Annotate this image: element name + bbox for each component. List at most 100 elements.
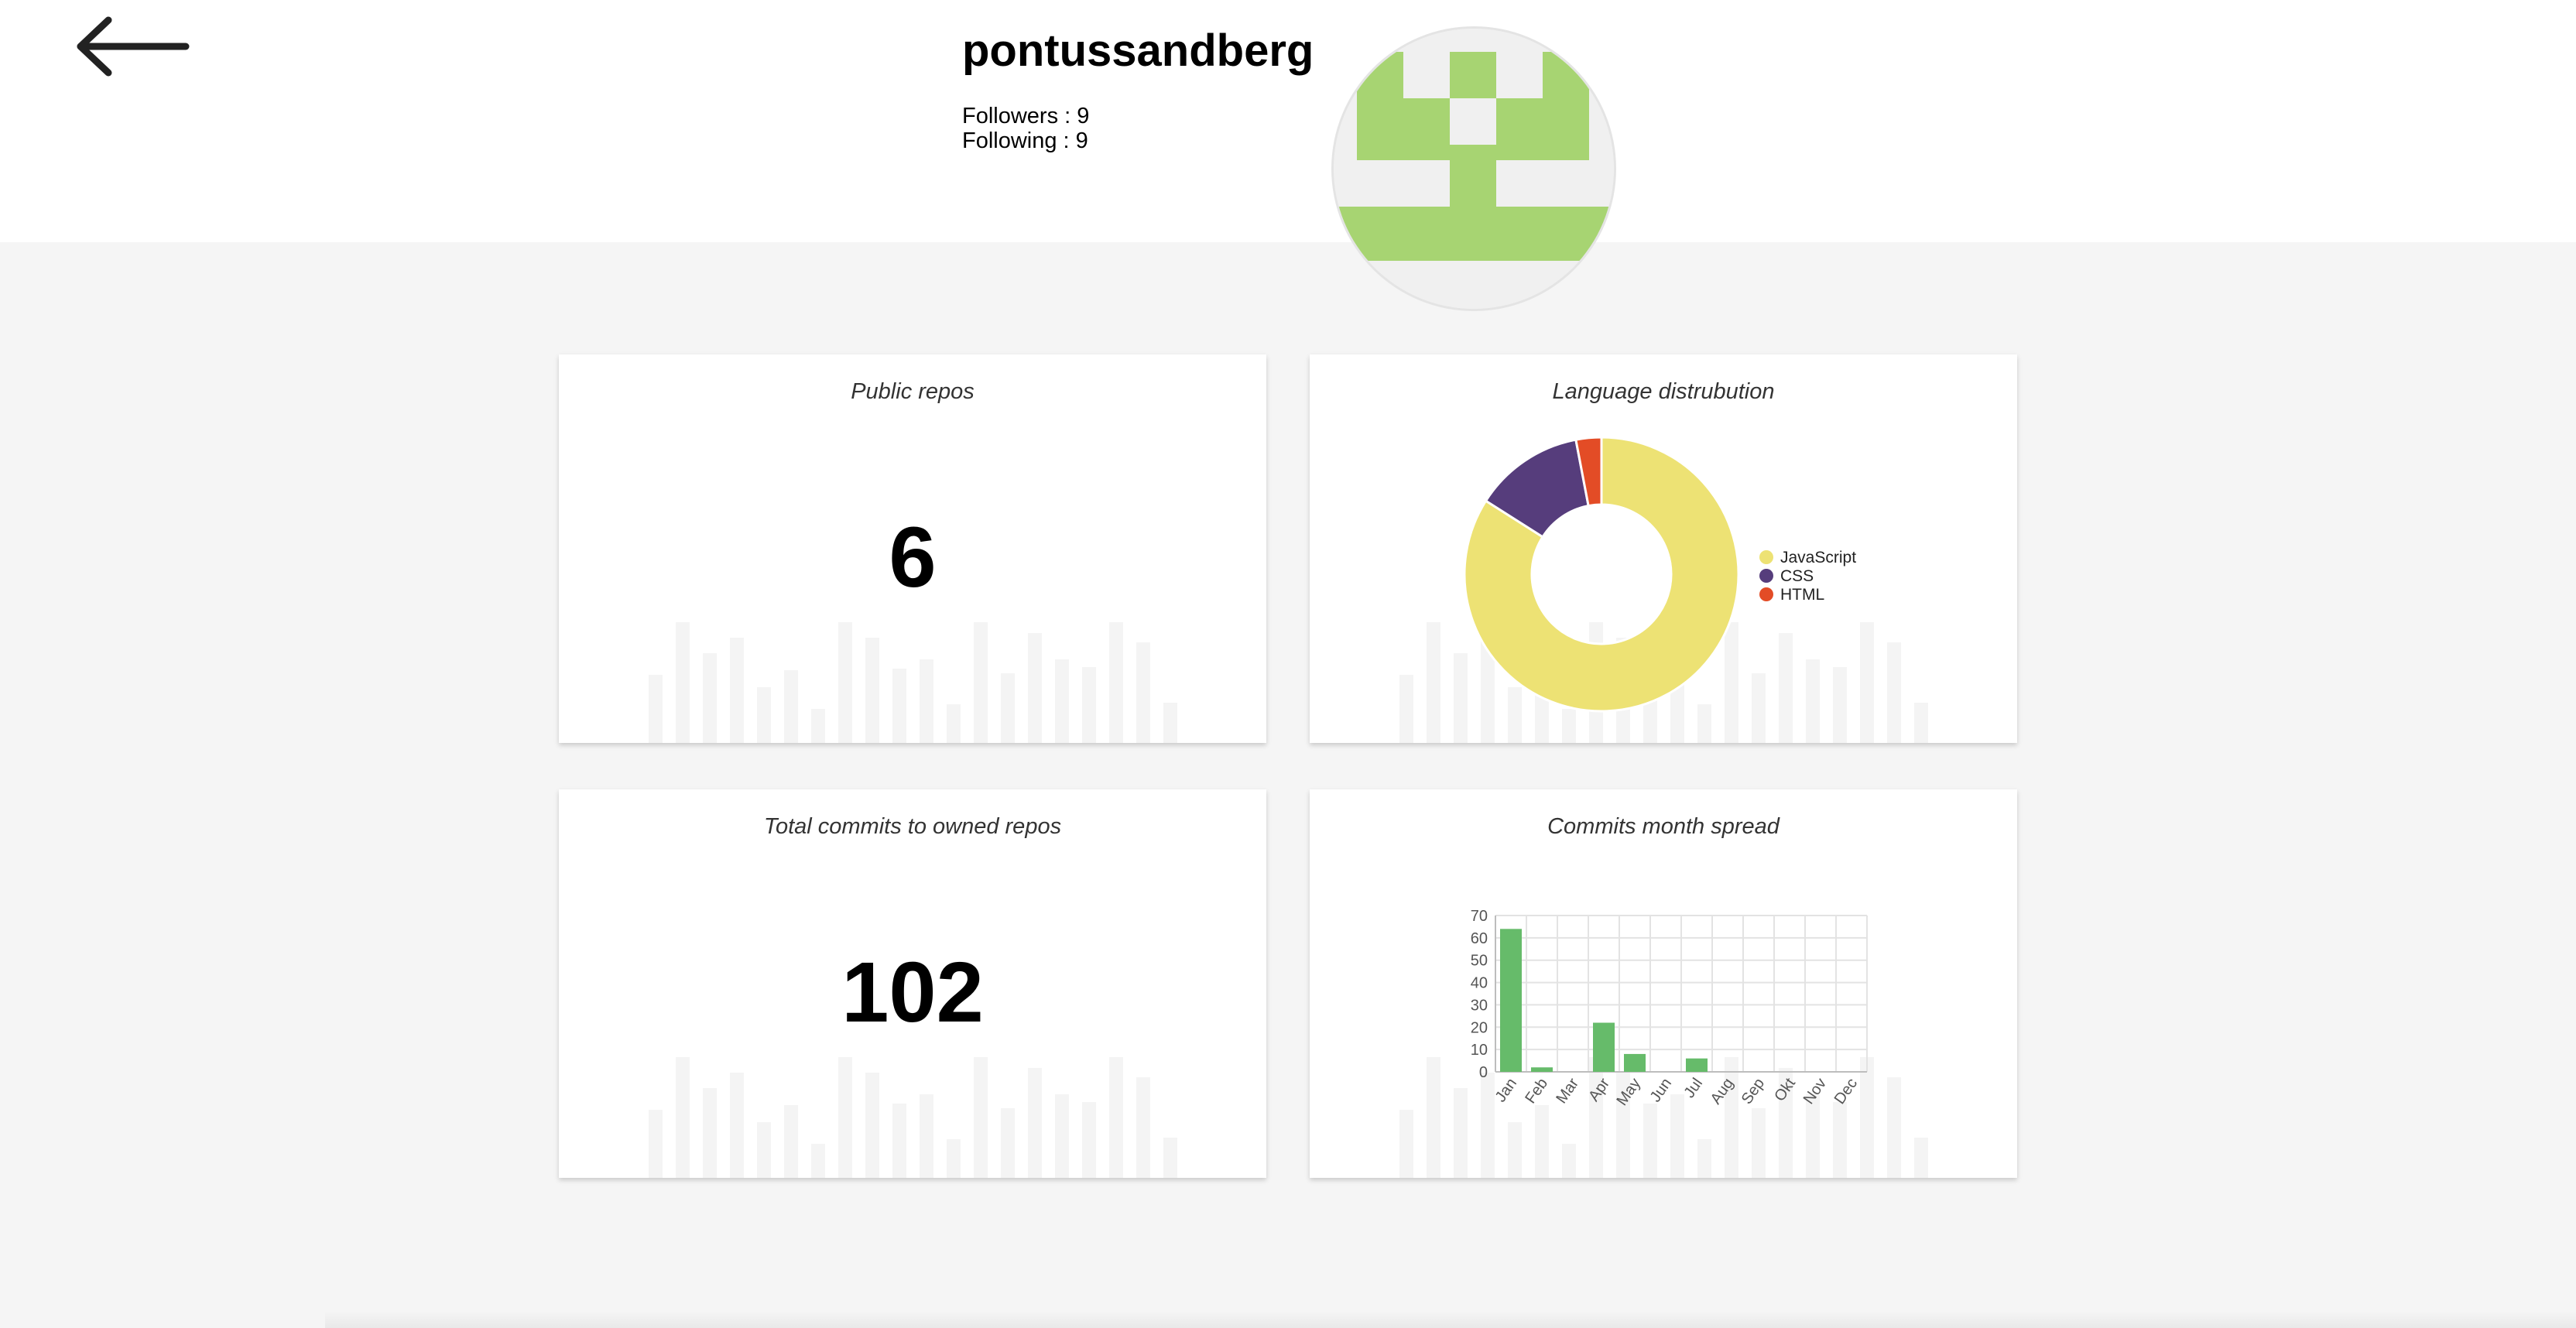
background-bar	[1535, 1105, 1549, 1178]
background-bar	[1508, 1122, 1522, 1178]
background-bar	[784, 1105, 798, 1178]
following-count: Following : 9	[962, 128, 1088, 153]
y-tick-label: 40	[1471, 975, 1488, 992]
background-bar	[1887, 642, 1901, 743]
legend-label-html: HTML	[1780, 586, 1824, 604]
background-bars	[649, 1057, 1177, 1178]
y-tick-label: 60	[1471, 930, 1488, 947]
background-bar	[757, 687, 771, 743]
public-repos-card: Public repos 6	[559, 354, 1266, 743]
language-distribution-card: Language distrubution JavaScript CSS HTML	[1310, 354, 2017, 743]
background-bar	[1109, 1057, 1123, 1178]
y-tick-label: 70	[1471, 908, 1488, 925]
background-bar	[838, 622, 852, 743]
x-tick-label: Apr	[1585, 1075, 1613, 1104]
background-bar	[1643, 1104, 1657, 1178]
background-bar	[676, 622, 690, 743]
background-bar	[1028, 1068, 1042, 1178]
bar-jan	[1500, 929, 1522, 1072]
background-bar	[1589, 1057, 1603, 1178]
background-bar	[811, 709, 825, 743]
background-bar	[838, 1057, 852, 1178]
followers-count: Followers : 9	[962, 104, 1090, 128]
background-bar	[1833, 667, 1847, 743]
card-title: Public repos	[851, 379, 975, 404]
background-bar	[865, 1073, 879, 1178]
background-bar	[1028, 633, 1042, 743]
total-commits-card: Total commits to owned repos 102	[559, 789, 1266, 1178]
background-bar	[1779, 633, 1793, 743]
background-bar	[1752, 1108, 1766, 1178]
background-bar	[865, 638, 879, 743]
donut-slice-javascript	[1463, 436, 1740, 713]
background-bar	[1481, 638, 1495, 743]
background-bar	[1914, 1138, 1928, 1178]
background-bar	[730, 638, 744, 743]
total-commits-count: 102	[841, 945, 984, 1040]
public-repos-count: 6	[889, 510, 937, 605]
x-tick-label: Aug	[1708, 1075, 1737, 1107]
background-bars	[1399, 622, 1928, 743]
background-bar	[1914, 703, 1928, 743]
legend-swatch-javascript	[1759, 550, 1773, 564]
bar-feb	[1531, 1067, 1553, 1072]
background-bar	[1725, 622, 1738, 743]
background-bar	[703, 1088, 717, 1178]
x-tick-label: Feb	[1522, 1075, 1551, 1107]
background-bar	[1616, 1073, 1630, 1178]
profile-header: pontussandberg Followers : 9 Following :…	[0, 0, 2576, 242]
y-tick-label: 20	[1471, 1019, 1488, 1036]
background-bar	[974, 1057, 988, 1178]
background-bar	[757, 1122, 771, 1178]
background-bar	[649, 675, 663, 743]
donut-slice-html	[1574, 436, 1603, 508]
legend-swatch-html	[1759, 587, 1773, 601]
y-tick-label: 0	[1479, 1064, 1488, 1081]
background-bar	[649, 1110, 663, 1178]
background-bar	[703, 653, 717, 743]
background-bar	[1427, 622, 1440, 743]
background-bar	[1163, 703, 1177, 743]
background-bar	[1562, 709, 1576, 743]
background-bar	[1163, 1138, 1177, 1178]
background-bar	[811, 1144, 825, 1178]
card-title: Language distrubution	[1552, 379, 1775, 404]
y-tick-label: 30	[1471, 997, 1488, 1014]
arrow-left-icon	[77, 16, 190, 77]
background-bar	[892, 669, 906, 743]
background-bar	[1562, 1144, 1576, 1178]
background-bar	[1136, 1077, 1150, 1178]
background-bar	[1399, 1110, 1413, 1178]
background-bar	[947, 1139, 961, 1178]
back-button[interactable]	[71, 14, 195, 79]
x-tick-label: Jul	[1680, 1075, 1706, 1101]
card-title: Commits month spread	[1547, 814, 1780, 839]
background-bar	[1454, 653, 1468, 743]
background-bar	[892, 1104, 906, 1178]
x-tick-label: Mar	[1553, 1075, 1582, 1107]
background-bar	[1833, 1102, 1847, 1178]
background-bar	[676, 1057, 690, 1178]
background-bar	[1860, 622, 1874, 743]
x-tick-label: May	[1613, 1075, 1644, 1109]
commits-month-spread-card: Commits month spread 0 10 20 30 40 50 60 70 Jan F…	[1310, 789, 2017, 1178]
bar-may	[1624, 1053, 1646, 1072]
page-bottom-shadow	[325, 1311, 2576, 1328]
background-bar	[1508, 687, 1522, 743]
background-bar	[730, 1073, 744, 1178]
background-bar	[1697, 1139, 1711, 1178]
background-bar	[1806, 1094, 1820, 1178]
background-bar	[1136, 642, 1150, 743]
card-title: Total commits to owned repos	[763, 814, 1062, 839]
background-bar	[947, 704, 961, 743]
x-tick-label: Jun	[1647, 1075, 1676, 1105]
background-bars	[649, 622, 1177, 743]
username: pontussandberg	[962, 26, 1314, 76]
background-bar	[784, 670, 798, 743]
background-bar	[1670, 1094, 1684, 1178]
background-bar	[974, 622, 988, 743]
background-bar	[1001, 673, 1015, 743]
background-bar	[1399, 675, 1413, 743]
x-tick-label: Okt	[1771, 1075, 1799, 1104]
